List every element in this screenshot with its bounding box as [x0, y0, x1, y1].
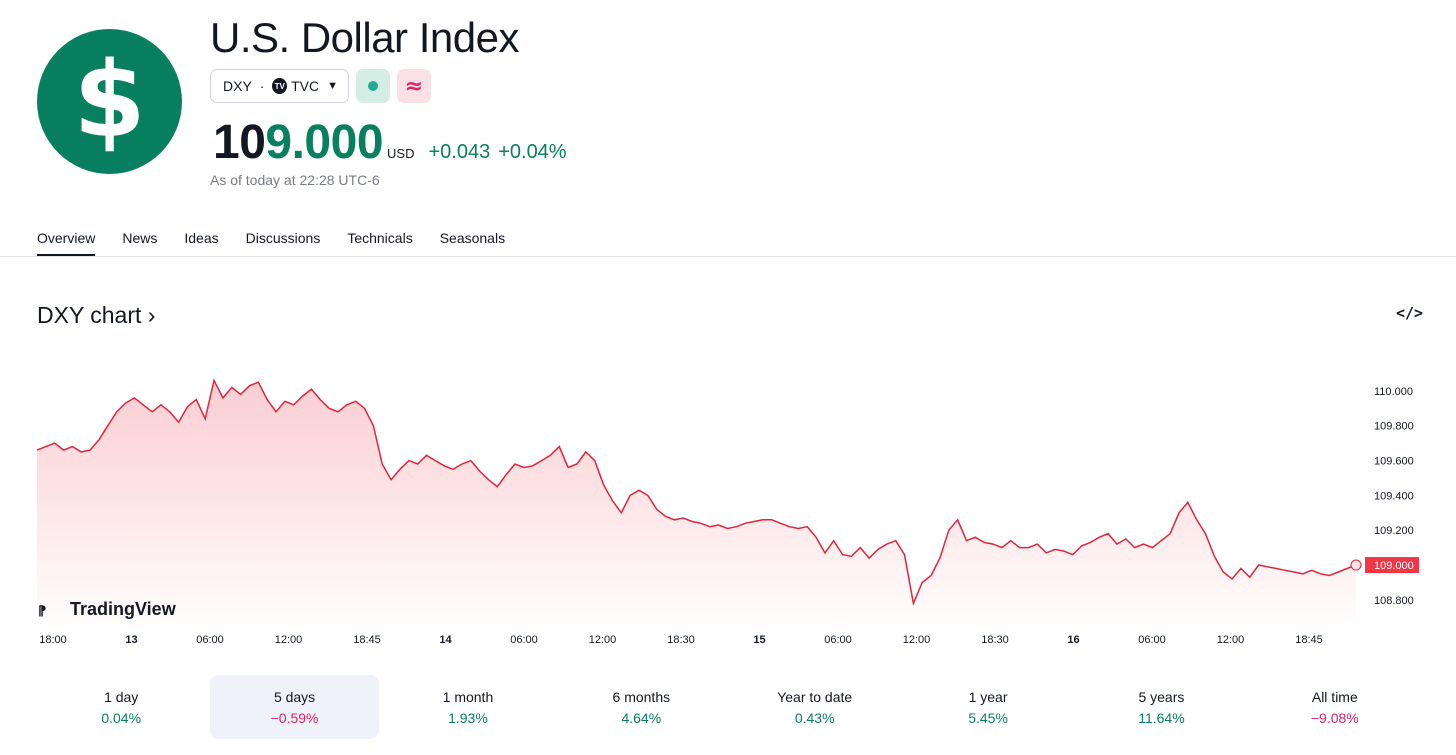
range-selector: 1 day 0.04% 5 days −0.59% 1 month 1.93% 6 m…: [37, 675, 1419, 739]
range-label: 1 month: [442, 688, 494, 705]
range-label: 5 years: [1138, 688, 1185, 705]
range-5-years[interactable]: 5 years 11.64%: [1077, 675, 1245, 739]
range-1-day[interactable]: 1 day 0.04%: [37, 675, 205, 739]
symbol-label: DXY: [223, 78, 252, 94]
logo-glyph: $: [73, 38, 146, 161]
chart-title-text: DXY chart: [37, 302, 142, 328]
x-tick-label: 15: [753, 634, 765, 646]
tradingview-mini-icon: TV: [272, 78, 288, 94]
x-tick-label: 13: [125, 634, 137, 646]
tab-ideas[interactable]: Ideas: [184, 230, 219, 246]
range-value: 4.64%: [621, 709, 662, 726]
range-all-time[interactable]: All time −9.08%: [1251, 675, 1419, 739]
x-tick-label: 18:45: [1295, 634, 1323, 646]
last-price-tag: [1365, 557, 1419, 574]
as-of-timestamp: As of today at 22:28 UTC-6: [210, 172, 380, 188]
y-tick-label: 109.600: [1374, 456, 1414, 468]
y-tick-label: 108.800: [1374, 595, 1414, 607]
x-tick-label: 06:00: [1138, 634, 1166, 646]
tab-seasonals[interactable]: Seasonals: [439, 230, 506, 246]
watermark-text: TradingView: [70, 599, 177, 619]
x-tick-label: 16: [1067, 634, 1079, 646]
range-value: −0.59%: [270, 709, 319, 726]
tradingview-watermark: ⁋ TradingView: [38, 599, 177, 619]
price-line: [36, 378, 1357, 607]
tabs-divider: [0, 256, 1456, 257]
exchange-label: TVC: [291, 78, 320, 94]
symbol-selector[interactable]: DXY · TV TVC ▼: [210, 69, 349, 103]
range-1-year[interactable]: 1 year 5.45%: [904, 675, 1072, 739]
price-highlight: 9.000: [265, 116, 384, 169]
price-main: 10: [213, 116, 266, 169]
market-open-dot-icon[interactable]: [356, 69, 390, 103]
range-label: 1 year: [968, 688, 1008, 705]
chevron-down-icon: ▼: [327, 80, 338, 92]
tab-bar: Overview News Ideas Discussions Technica…: [37, 226, 532, 257]
x-tick-label: 18:00: [39, 634, 67, 646]
change-abs: +0.043: [428, 141, 491, 163]
embed-code-icon[interactable]: </>: [1396, 304, 1424, 322]
range-value: 0.43%: [794, 709, 835, 726]
x-tick-label: 18:30: [981, 634, 1009, 646]
page-title: U.S. Dollar Index: [210, 14, 519, 61]
last-price: 109.000: [213, 116, 384, 170]
approx-icon[interactable]: ≈: [397, 69, 431, 103]
y-tick-label: 109.400: [1374, 490, 1414, 502]
range-5-days[interactable]: 5 days −0.59%: [210, 675, 379, 739]
x-tick-label: 12:00: [1217, 634, 1245, 646]
x-tick-label: 14: [439, 634, 452, 646]
range-value: 0.04%: [101, 709, 142, 726]
range-value: −9.08%: [1310, 709, 1359, 726]
last-point-marker: [1350, 559, 1362, 571]
dollar-logo-icon: $: [37, 29, 182, 174]
chevron-right-icon: ›: [141, 302, 156, 328]
x-tick-label: 12:00: [589, 634, 617, 646]
y-tick-label: 110.000: [1374, 386, 1413, 398]
range-value: 1.93%: [448, 709, 488, 726]
chart-section-title[interactable]: DXY chart ›: [37, 302, 155, 329]
tab-discussions[interactable]: Discussions: [245, 230, 321, 246]
range-value: 11.64%: [1138, 709, 1185, 726]
range-label: Year to date: [777, 688, 853, 705]
area-fill: [37, 380, 1356, 626]
price-chart[interactable]: 110.000 109.800 109.600 109.400 109.200 108.8…: [0, 340, 1456, 660]
tab-technicals[interactable]: Technicals: [347, 230, 413, 246]
range-label: 1 day: [104, 688, 139, 705]
range-label: 6 months: [612, 688, 671, 705]
range-6-months[interactable]: 6 months 4.64%: [557, 675, 725, 739]
tab-news[interactable]: News: [122, 230, 158, 246]
range-label: All time: [1311, 688, 1358, 705]
x-tick-label: 06:00: [196, 634, 224, 646]
x-tick-label: 06:00: [510, 634, 538, 646]
x-tick-label: 12:00: [903, 634, 931, 646]
change-pct: +0.04%: [498, 141, 567, 163]
tradingview-logo-icon: ⁋: [38, 603, 46, 618]
range-label: 5 days: [273, 688, 316, 705]
range-year-to-date[interactable]: Year to date 0.43%: [731, 675, 899, 739]
currency-label: USD: [387, 146, 415, 161]
price-row: 109.000 USD +0.043 +0.04%: [213, 116, 567, 170]
range-1-month[interactable]: 1 month 1.93%: [384, 675, 552, 739]
x-tick-label: 18:30: [667, 634, 695, 646]
x-tick-label: 18:45: [353, 634, 381, 646]
range-value: 5.45%: [968, 709, 1008, 726]
y-tick-label: 109.200: [1374, 525, 1414, 537]
separator-dot: ·: [259, 78, 265, 94]
x-tick-label: 06:00: [824, 634, 852, 646]
x-tick-label: 12:00: [275, 634, 303, 646]
y-tick-label: 109.800: [1374, 421, 1414, 433]
tab-overview[interactable]: Overview: [37, 226, 96, 257]
last-price-tag-label: 109.000: [1374, 560, 1414, 572]
